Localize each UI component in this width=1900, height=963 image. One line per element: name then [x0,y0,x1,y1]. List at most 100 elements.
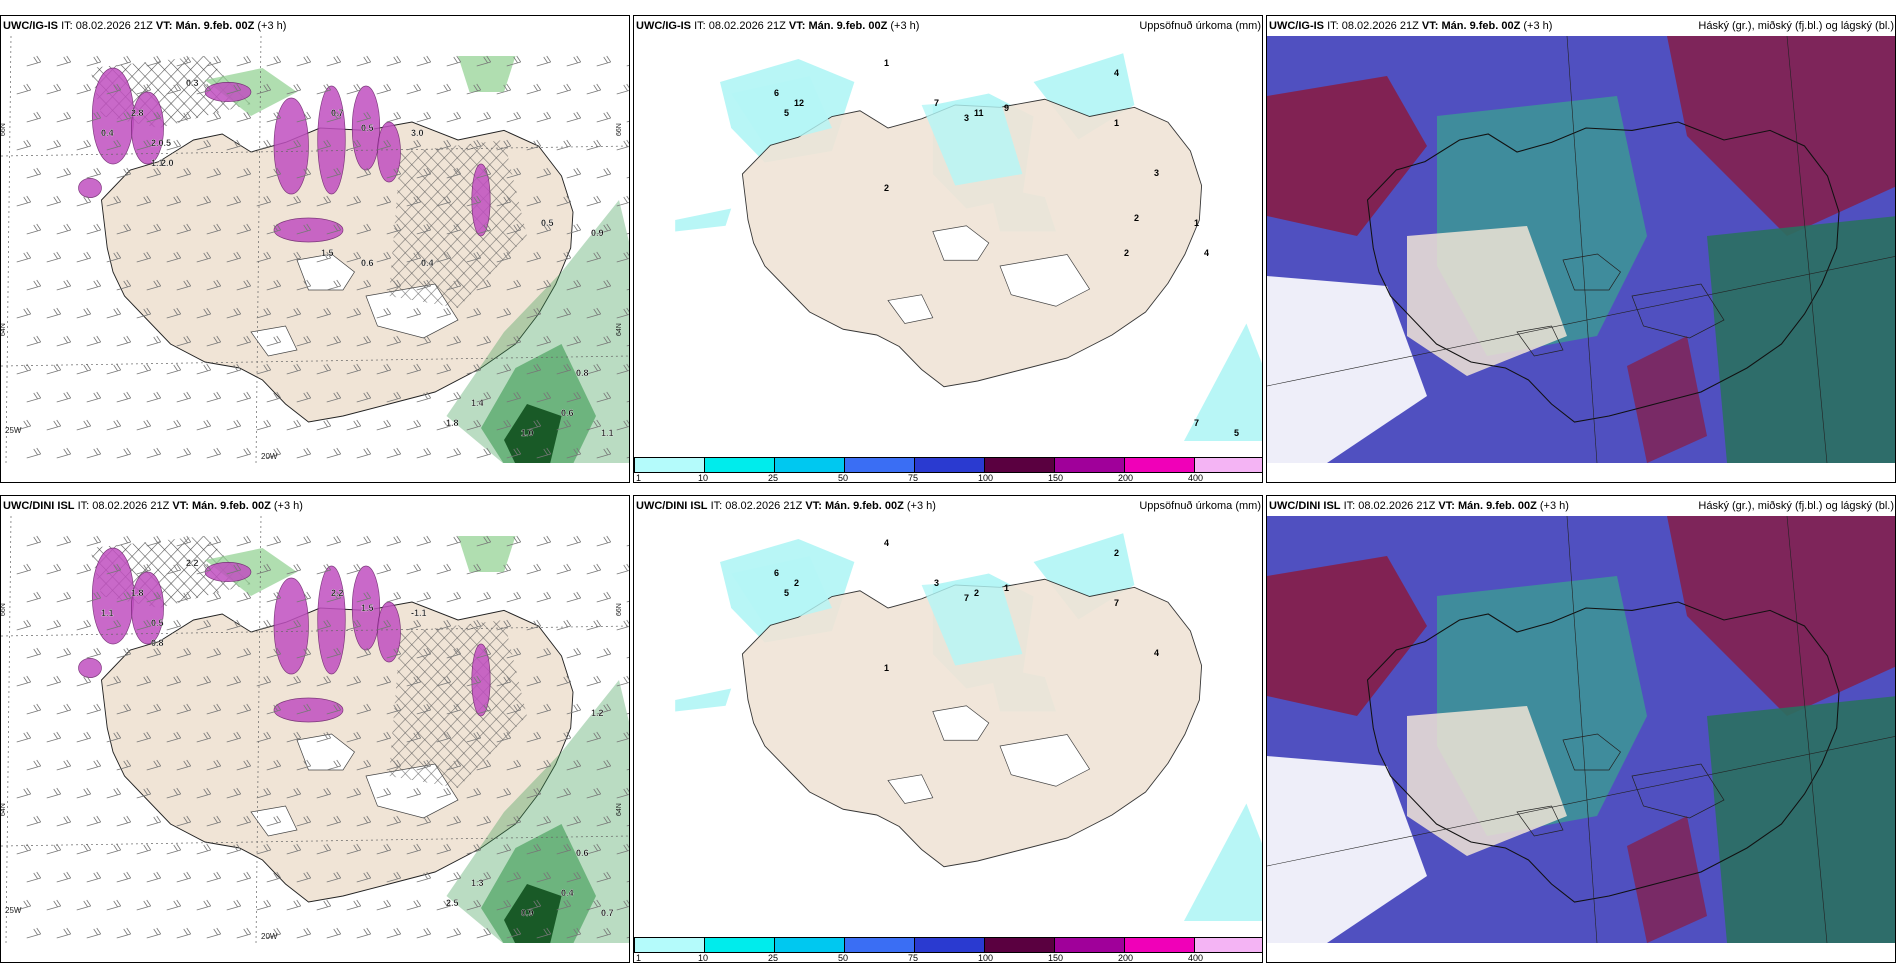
it-label: IT: [77,500,90,512]
precip-value-label: 11 [974,108,984,118]
snow-blob [78,178,102,198]
precip-value-label: 0.4 [561,888,574,898]
precip-value-label: 7 [1194,418,1199,428]
svg-text:66N: 66N [1,603,7,616]
snow-blob [351,85,381,171]
panel-header: UWC/IG-IS IT: 08.02.2026 21Z VT: Mán. 9.… [1267,16,1895,36]
model-name: UWC/IG-IS [1269,20,1324,32]
panel-bottom-left: UWC/DINI ISL IT: 08.02.2026 21Z VT: Mán.… [0,495,630,963]
precip-value-label: 4 [884,538,889,548]
precip-value-label: 0.6 [561,408,574,418]
precip-value-label: 5 [784,588,789,598]
model-name: UWC/DINI ISL [1269,500,1341,512]
vt-value: Mán. 9.feb. 00Z [808,20,888,32]
panel-top-left: UWC/IG-IS IT: 08.02.2026 21Z VT: Mán. 9.… [0,15,630,483]
colorbar-tick: 10 [698,473,709,483]
precip-value-label: 0.5 [361,123,374,133]
precip-value-label: 1.3 [471,878,484,888]
precip-value-label: 3 [964,113,969,123]
colorbar-swatch [844,937,915,953]
precip-value-label: 5 [1234,428,1239,438]
precip-value-label: 1.2 [591,708,604,718]
precip-value-label: 0.7 [331,108,344,118]
precip-value-label: 9 [1004,103,1009,113]
precip-value-label: 1 [884,58,889,68]
colorbar-tick: 25 [768,473,779,483]
panel-header: UWC/IG-IS IT: 08.02.2026 21Z VT: Mán. 9.… [634,16,1262,36]
precip-value-label: 6 [774,568,779,578]
vt-label: VT: [1438,500,1455,512]
snow-blob [377,601,401,663]
precip-value-label: 7 [934,98,939,108]
svg-text:25W: 25W [5,906,22,915]
svg-text:64N: 64N [616,803,623,816]
vt-value: Mán. 9.feb. 00Z [191,500,271,512]
colorbar-swatch [1124,457,1195,473]
snow-blob [91,547,135,645]
colorbar-swatch [984,937,1055,953]
svg-text:66N: 66N [616,123,623,136]
map-canvas [1267,36,1895,463]
colorbar-swatch [634,937,705,953]
svg-text:64N: 64N [616,323,623,336]
colorbar-tick: 100 [978,953,994,963]
precip-value-label: 2.5 [446,898,459,908]
colorbar-swatch [774,937,845,953]
colorbar-swatch [1054,457,1125,473]
precip-value-label: 2 [974,588,979,598]
precip-value-label: 0.6 [576,848,589,858]
precip-value-label: 2 [1114,548,1119,558]
colorbar-tick: 150 [1048,473,1064,483]
precip-value-label: 4 [1114,68,1119,78]
svg-text:20W: 20W [261,932,278,941]
vt-label: VT: [155,20,173,32]
map-accum-precip: 1 6 5 12 3 2 7 11 9 4 1 3 2 1 2 4 7 5 [634,36,1262,441]
lead-time: (+3 h) [257,20,287,32]
precip-value-label: 0.5 [151,618,164,628]
lead-time: (+3 h) [890,20,920,32]
model-name: UWC/DINI ISL [3,500,75,512]
precip-value-label: 2 [884,183,889,193]
colorbar-tick: 150 [1048,953,1064,963]
lead-time: (+3 h) [1539,500,1569,512]
it-value: 08.02.2026 21Z [1358,500,1436,512]
svg-text:25W: 25W [5,426,22,435]
snow-blob [131,91,164,165]
panel-top-middle: UWC/IG-IS IT: 08.02.2026 21Z VT: Mán. 9.… [633,15,1263,483]
vt-value: Mán. 9.feb. 00Z [1457,500,1537,512]
snow-blob [471,163,491,237]
iceland-outline [1366,121,1840,423]
svg-text:66N: 66N [616,603,623,616]
precip-value-label: 1 [1004,583,1009,593]
lead-time: (+3 h) [906,500,936,512]
colorbar-tick: 50 [838,473,849,483]
colorbar-tick: 200 [1118,953,1134,963]
svg-text:64N: 64N [1,803,7,816]
colorbar-swatch [914,937,985,953]
precip-value-label: 2 [1134,213,1139,223]
precip-value-label: 0.9 [591,228,604,238]
precip-value-label: 2.0.5 [151,138,171,148]
precip-value-label: 2.2 [186,558,199,568]
snow-blob [131,571,164,645]
precip-value-label: 1 [1194,218,1199,228]
it-value: 08.02.2026 21Z [92,500,170,512]
colorbar-tick: 1 [636,953,642,963]
svg-text:66N: 66N [1,123,7,136]
precip-value-label: 0.8 [151,638,164,648]
precip-value-label: 0.3 [186,78,199,88]
precip-value-label: 1.8 [131,588,144,598]
precip-value-label: 3 [934,578,939,588]
precip-value-label: 1.5 [321,248,334,258]
precip-value-label: 2.2 [331,588,344,598]
precip-value-label: 0.9 [521,908,534,918]
snow-blob [273,697,344,723]
it-value: 08.02.2026 21Z [708,20,786,32]
precip-value-label: 7 [1114,598,1119,608]
colorbar: 1 10 25 50 75 100 150 200 400 [634,456,1262,483]
svg-text:64N: 64N [1,323,7,336]
snow-blob [78,658,102,678]
it-label: IT: [710,500,723,512]
